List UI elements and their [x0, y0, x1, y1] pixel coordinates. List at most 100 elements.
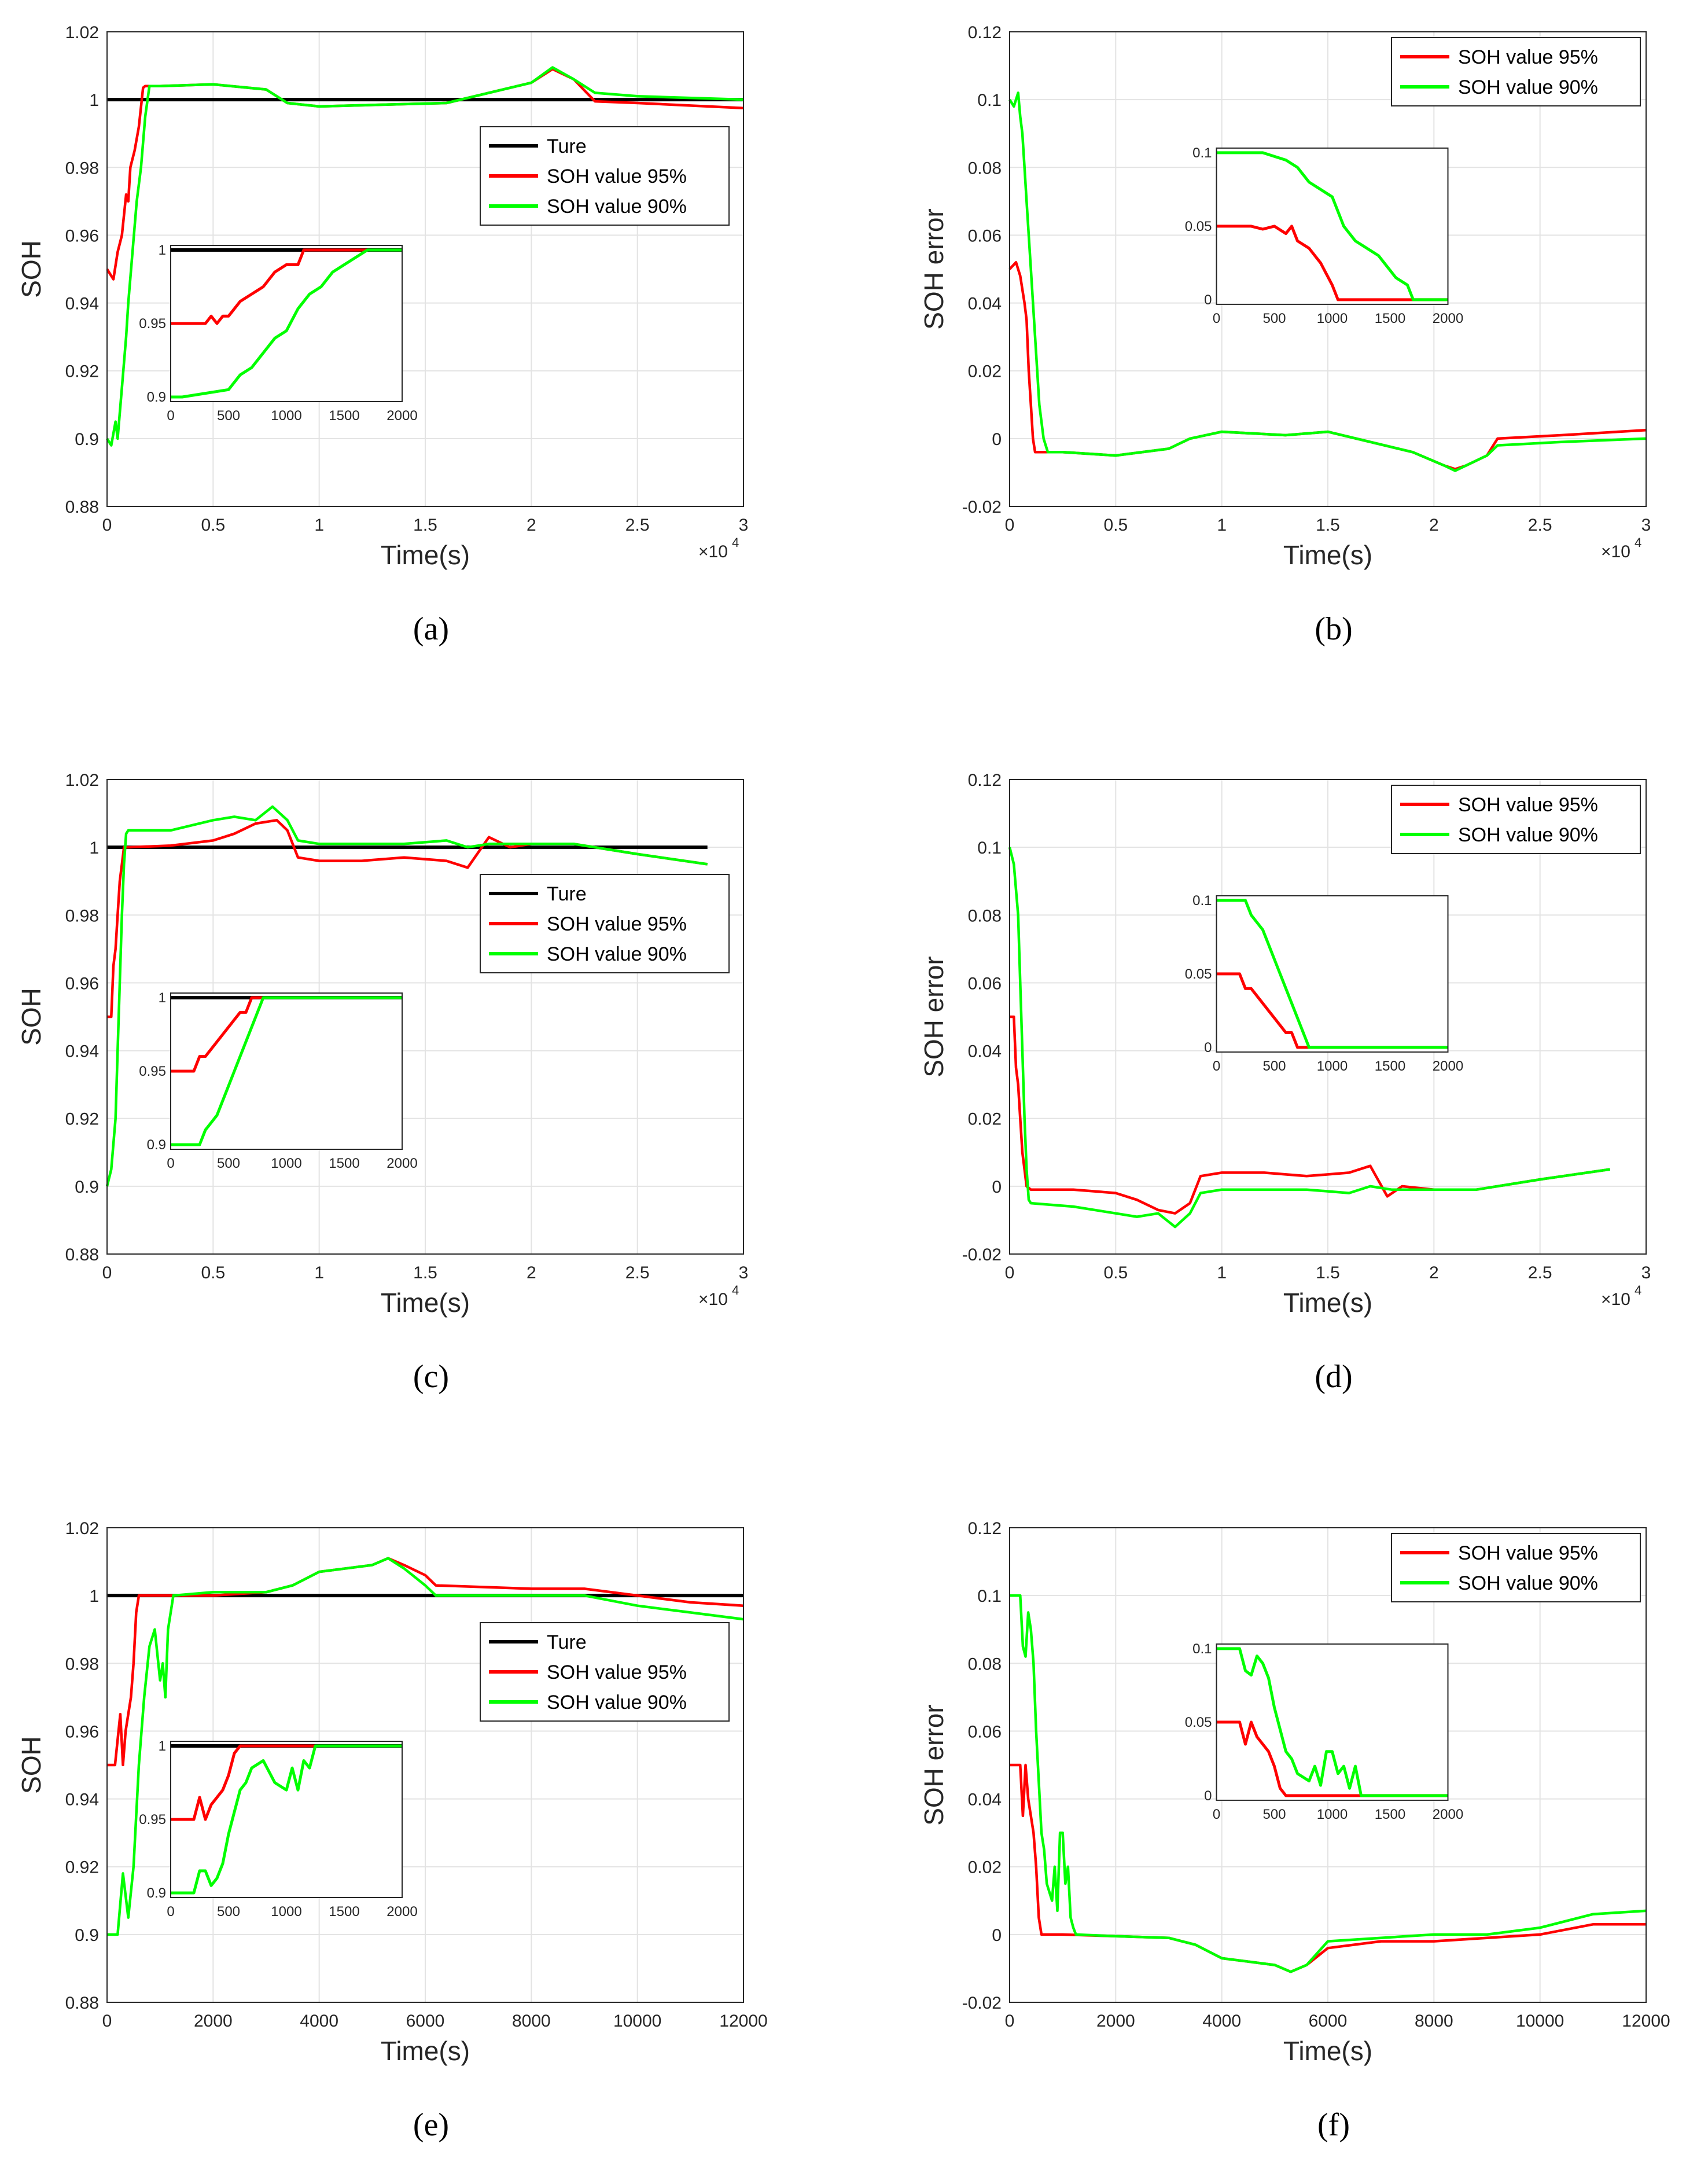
inset-x-tick-label: 1000 — [1317, 1058, 1348, 1074]
x-exponent-power: 4 — [1635, 1283, 1641, 1297]
x-axis-label: Time(s) — [381, 540, 470, 570]
y-tick-label: -0.02 — [962, 1245, 1002, 1264]
y-tick-label: 0.12 — [968, 1519, 1002, 1538]
x-tick-label: 2000 — [1096, 2012, 1135, 2031]
x-tick-label: 1.5 — [413, 1263, 437, 1282]
legend-entry: SOH value 95% — [1458, 794, 1598, 816]
y-tick-label: 0.02 — [968, 1110, 1002, 1129]
y-tick-label: 0.06 — [968, 1722, 1002, 1741]
x-exponent-base: ×10 — [1601, 1290, 1630, 1309]
y-tick-label: 0.92 — [65, 1110, 99, 1129]
axes-box — [106, 1527, 744, 2003]
inset-x-tick-label: 0 — [167, 408, 174, 424]
legend-entry: SOH value 95% — [547, 1661, 687, 1683]
legend-box — [1391, 37, 1641, 106]
x-tick-label: 4000 — [1202, 2012, 1241, 2031]
inset-x-tick-label: 1000 — [1317, 1807, 1348, 1822]
panel-caption: (b) — [1315, 611, 1352, 647]
legend: Ture SOH value 95% SOH value 90% — [480, 874, 730, 973]
panel-caption: (e) — [413, 2107, 449, 2143]
legend: SOH value 95% SOH value 90% — [1391, 785, 1641, 854]
inset-series-soh95 — [171, 248, 402, 325]
y-tick-label: 1 — [89, 91, 99, 110]
x-tick-label: 2.5 — [625, 1263, 650, 1282]
legend-entry: SOH value 90% — [547, 1692, 687, 1714]
x-tick-label: 12000 — [719, 2012, 767, 2031]
legend-box — [1391, 785, 1641, 854]
inset-box — [170, 1741, 403, 1898]
legend-entry: SOH value 90% — [1458, 1572, 1598, 1594]
inset-area — [171, 245, 402, 402]
inset-series-soh95 — [171, 996, 402, 1073]
legend: Ture SOH value 95% SOH value 90% — [480, 126, 730, 226]
series-line-soh90 — [1010, 1594, 1647, 1973]
x-tick-label: 2 — [1429, 516, 1439, 535]
x-tick-label: 0 — [1005, 516, 1015, 535]
inset-x-tick-label: 2000 — [1433, 1807, 1463, 1822]
x-tick-label: 1 — [1217, 516, 1227, 535]
x-tick-label: 1.5 — [1316, 516, 1340, 535]
inset-x-tick-label: 0 — [1213, 1058, 1220, 1074]
inset-plot: 0 500 1000 1500 2000 0.9 0.95 1 — [139, 1738, 417, 1920]
x-tick-label: 0 — [102, 2012, 112, 2031]
y-tick-label: 0.08 — [968, 906, 1002, 925]
inset-x-tick-label: 0 — [167, 1904, 174, 1920]
y-tick-label: 0.94 — [65, 295, 99, 314]
x-tick-label: 4000 — [300, 2012, 338, 2031]
inset-plot: 0 500 1000 1500 2000 0 0.05 0.1 — [1185, 145, 1463, 326]
inset-y-tick-label: 1 — [159, 990, 166, 1006]
x-tick-label: 2.5 — [1528, 516, 1552, 535]
legend-entry: SOH value 90% — [1458, 824, 1598, 846]
inset-y-tick-label: 0.9 — [147, 1885, 166, 1901]
inset-y-tick-label: 0 — [1204, 292, 1212, 308]
x-tick-label: 3 — [1641, 1263, 1651, 1282]
x-exponent-base: ×10 — [698, 1290, 728, 1309]
x-tick-label: 3 — [739, 1263, 749, 1282]
inset-plot: 0 500 1000 1500 2000 0 0.05 0.1 — [1185, 1641, 1463, 1822]
inset-series-soh95 — [1216, 225, 1448, 302]
inset-x-tick-label: 1500 — [329, 1904, 359, 1920]
inset-x-tick-label: 1500 — [329, 1156, 359, 1171]
inset-y-tick-label: 0 — [1204, 1788, 1212, 1804]
y-tick-label: 0.88 — [65, 1245, 99, 1264]
inset-x-tick-label: 2000 — [1433, 311, 1463, 326]
legend-box — [1391, 1533, 1641, 1602]
inset-series-soh90 — [171, 248, 402, 399]
inset-x-tick-label: 1500 — [329, 408, 359, 424]
inset-x-tick-label: 500 — [1262, 1807, 1286, 1822]
inset-y-tick-label: 0.9 — [147, 389, 166, 405]
y-tick-label: 0 — [992, 430, 1002, 449]
x-tick-label: 3 — [1641, 516, 1651, 535]
inset-y-tick-label: 0.1 — [1192, 893, 1212, 909]
x-axis-label: Time(s) — [1283, 1288, 1372, 1318]
x-tick-label: 8000 — [512, 2012, 551, 2031]
x-tick-label: 0 — [102, 516, 112, 535]
inset-x-tick-label: 500 — [217, 1904, 240, 1920]
y-tick-label: 1.02 — [65, 23, 99, 42]
series-line-soh90 — [107, 1557, 744, 1936]
series-line-soh90 — [106, 66, 744, 447]
inset-box — [1216, 147, 1449, 305]
y-tick-label: 0.92 — [65, 362, 99, 381]
chart-panel-b: 0 0.5 1 1.5 2 2.5 3-0.0200.020.040.060.080.10.… — [919, 23, 1651, 647]
legend-entry: SOH value 95% — [547, 913, 687, 935]
y-tick-label: 0.9 — [75, 1178, 99, 1197]
x-tick-label: 1.5 — [1316, 1263, 1340, 1282]
y-tick-label: 0.02 — [968, 362, 1002, 381]
inset-area — [1216, 1643, 1448, 1800]
x-tick-label: 12000 — [1622, 2012, 1670, 2031]
inset-y-tick-label: 0.9 — [147, 1137, 166, 1153]
inset-series-soh90 — [171, 1744, 402, 1895]
panel-caption: (a) — [413, 611, 449, 647]
chart-panel-c: 0 0.5 1 1.5 2 2.5 30.880.90.920.940.960.9811.0… — [16, 771, 748, 1395]
inset-series-soh90 — [1216, 899, 1448, 1049]
inset-x-tick-label: 500 — [217, 1156, 240, 1171]
y-tick-label: -0.02 — [962, 498, 1002, 517]
y-tick-label: 1 — [89, 839, 99, 858]
y-tick-label: 0.12 — [968, 23, 1002, 42]
y-tick-label: 0.96 — [65, 1722, 99, 1741]
inset-series-soh90 — [1216, 151, 1448, 302]
legend: Ture SOH value 95% SOH value 90% — [480, 1622, 730, 1722]
inset-x-tick-label: 2000 — [386, 1156, 417, 1171]
y-tick-label: 0.04 — [968, 1790, 1002, 1810]
